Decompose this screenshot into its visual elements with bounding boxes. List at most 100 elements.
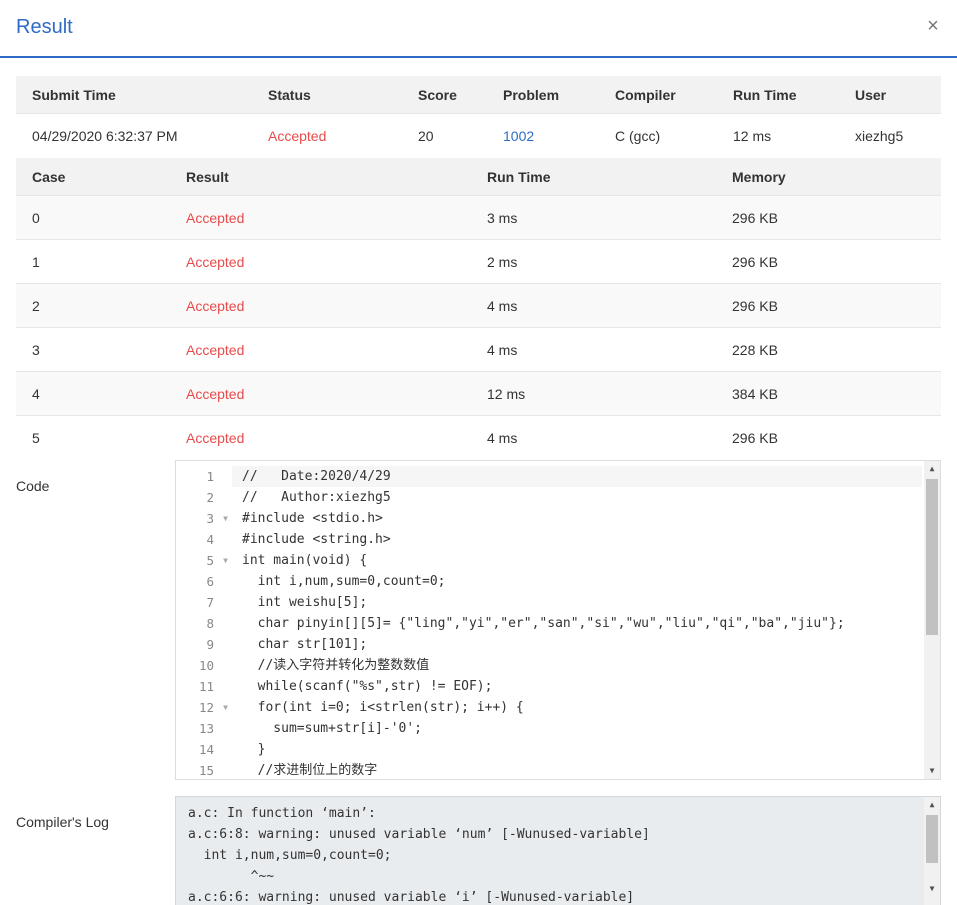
header-compiler: Compiler <box>599 76 717 114</box>
case-result: Accepted <box>170 327 471 372</box>
scroll-down-icon[interactable]: ▼ <box>929 884 935 893</box>
code-line: char str[101]; <box>242 637 368 652</box>
scroll-down-icon[interactable]: ▼ <box>929 766 935 775</box>
code-line: while(scanf("%s",str) != EOF); <box>242 679 493 694</box>
table-row: 1 Accepted 2 ms 296 KB <box>16 239 941 284</box>
modal-header: Result × <box>0 0 957 58</box>
table-row: 3 Accepted 4 ms 228 KB <box>16 327 941 372</box>
line-number: 12 ▼ <box>176 697 228 718</box>
run-time: 12 ms <box>717 113 839 158</box>
header-memory: Memory <box>716 158 941 196</box>
fold-arrow-icon[interactable]: ▼ <box>223 556 228 565</box>
case-run-time: 2 ms <box>471 239 716 284</box>
problem-cell: 1002 <box>487 113 599 158</box>
scrollbar-thumb[interactable] <box>926 815 938 863</box>
log-scrollbar[interactable]: ▲ ▼ <box>924 797 940 905</box>
line-number: 7 <box>206 595 214 610</box>
case-memory: 296 KB <box>716 239 941 284</box>
score: 20 <box>402 113 487 158</box>
case-result: Accepted <box>170 415 471 459</box>
case-memory: 296 KB <box>716 283 941 328</box>
compiler-log-box[interactable]: a.c: In function ‘main’: a.c:6:8: warnin… <box>175 796 941 905</box>
case-memory: 296 KB <box>716 415 941 459</box>
case-run-time: 4 ms <box>471 283 716 328</box>
log-line: a.c: In function ‘main’: <box>188 806 376 821</box>
table-row: 2 Accepted 4 ms 296 KB <box>16 283 941 328</box>
line-number: 2 <box>206 490 214 505</box>
line-number: 13 <box>198 721 214 736</box>
cases-header-row: Case Result Run Time Memory <box>16 158 941 196</box>
close-icon[interactable]: × <box>927 15 939 37</box>
case-number: 4 <box>16 371 170 416</box>
case-run-time: 4 ms <box>471 327 716 372</box>
case-number: 0 <box>16 195 170 240</box>
user: xiezhg5 <box>839 113 941 158</box>
summary-row: 04/29/2020 6:32:37 PM Accepted 20 1002 C… <box>16 113 941 158</box>
header-problem: Problem <box>487 76 599 114</box>
case-run-time: 4 ms <box>471 415 716 459</box>
summary-header-row: Submit Time Status Score Problem Compile… <box>16 76 941 114</box>
case-memory: 228 KB <box>716 327 941 372</box>
table-row: 5 Accepted 4 ms 296 KB <box>16 415 941 459</box>
code-line: // Author:xiezhg5 <box>242 490 391 505</box>
fold-arrow-icon[interactable]: ▼ <box>223 514 228 523</box>
code-line: int main(void) { <box>242 553 368 568</box>
line-number: 14 <box>198 742 214 757</box>
header-result: Result <box>170 158 471 196</box>
code-line: int i,num,sum=0,count=0; <box>242 574 446 589</box>
fold-arrow-icon[interactable]: ▼ <box>223 703 228 712</box>
code-line: //读入字符并转化为整数数值 <box>242 658 430 673</box>
scroll-up-icon[interactable]: ▲ <box>929 800 935 809</box>
case-result: Accepted <box>170 283 471 328</box>
case-number: 5 <box>16 415 170 459</box>
code-lines: // Date:2020/4/29 // Author:xiezhg5 #inc… <box>232 466 922 779</box>
case-run-time: 3 ms <box>471 195 716 240</box>
line-number: 4 <box>206 532 214 547</box>
case-memory: 296 KB <box>716 195 941 240</box>
header-score: Score <box>402 76 487 114</box>
case-number: 3 <box>16 327 170 372</box>
table-row: 4 Accepted 12 ms 384 KB <box>16 371 941 416</box>
header-run-time: Run Time <box>717 76 839 114</box>
code-line: // Date:2020/4/29 <box>232 466 922 487</box>
problem-link[interactable]: 1002 <box>503 128 535 144</box>
case-memory: 384 KB <box>716 371 941 416</box>
table-row: 0 Accepted 3 ms 296 KB <box>16 195 941 240</box>
scrollbar-thumb[interactable] <box>926 479 938 635</box>
log-line: a.c:6:8: warning: unused variable ‘num’ … <box>188 827 650 842</box>
case-result: Accepted <box>170 371 471 416</box>
header-case: Case <box>16 158 170 196</box>
line-number: 9 <box>206 637 214 652</box>
code-line: char pinyin[][5]= {"ling","yi","er","san… <box>242 616 845 631</box>
case-result: Accepted <box>170 195 471 240</box>
log-line: ^~~ <box>188 869 275 884</box>
header-status: Status <box>252 76 402 114</box>
line-number: 10 <box>198 658 214 673</box>
code-line: int weishu[5]; <box>242 595 368 610</box>
case-run-time: 12 ms <box>471 371 716 416</box>
status-badge: Accepted <box>252 113 402 158</box>
header-case-run-time: Run Time <box>471 158 716 196</box>
scroll-up-icon[interactable]: ▲ <box>929 464 935 473</box>
line-number: 15 <box>198 763 214 778</box>
case-result: Accepted <box>170 239 471 284</box>
header-user: User <box>839 76 941 114</box>
code-editor[interactable]: 1 2 3 ▼ 4 5 ▼ 6 7 8 9 10 11 12 ▼ 13 14 15 /… <box>175 460 941 780</box>
line-number: 11 <box>198 679 214 694</box>
line-number: 8 <box>206 616 214 631</box>
code-line: #include <stdio.h> <box>242 511 383 526</box>
submit-time: 04/29/2020 6:32:37 PM <box>16 113 252 158</box>
code-line: #include <string.h> <box>242 532 391 547</box>
code-scrollbar[interactable]: ▲ ▼ <box>924 461 940 779</box>
line-number: 5 ▼ <box>176 550 228 571</box>
code-line: } <box>242 742 266 757</box>
log-line: a.c:6:6: warning: unused variable ‘i’ [-… <box>188 890 635 905</box>
case-number: 2 <box>16 283 170 328</box>
case-number: 1 <box>16 239 170 284</box>
line-number: 3 ▼ <box>176 508 228 529</box>
code-label: Code <box>16 478 50 494</box>
submission-summary-table: Submit Time Status Score Problem Compile… <box>16 76 941 158</box>
line-number: 6 <box>206 574 214 589</box>
code-line: //求进制位上的数字 <box>242 763 378 778</box>
compiler-log-lines: a.c: In function ‘main’: a.c:6:8: warnin… <box>188 803 650 905</box>
